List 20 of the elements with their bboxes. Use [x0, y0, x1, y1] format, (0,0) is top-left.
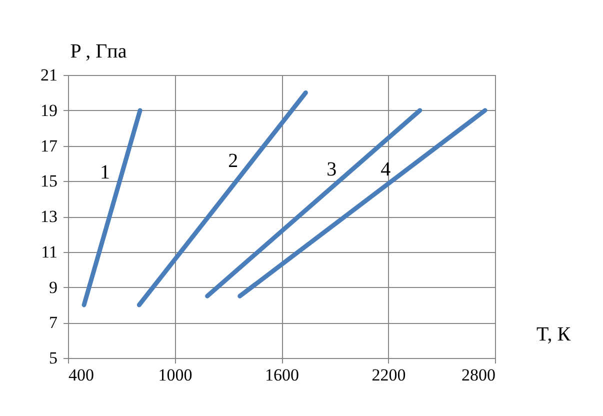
x-tick-label: 400	[68, 366, 94, 384]
x-tick-label: 1000	[158, 366, 192, 384]
series-label: 3	[326, 158, 337, 181]
y-tick-label: 11	[41, 242, 58, 262]
x-tick-label: 2200	[372, 366, 406, 384]
y-tick-label: 19	[40, 100, 58, 120]
x-tick-label: 2800	[462, 366, 496, 384]
series-label: 2	[228, 150, 238, 172]
y-tick-label: 5	[49, 348, 58, 368]
y-tick-label: 15	[40, 172, 58, 191]
y-tick-label: 17	[40, 136, 58, 156]
y-tick-label: 13	[40, 207, 58, 226]
series-label: 4	[380, 158, 391, 181]
x-tick-label: 1600	[265, 366, 299, 384]
x-axis-title: T, К	[536, 324, 572, 346]
y-tick-label: 7	[49, 313, 58, 332]
y-tick-label: 9	[49, 278, 58, 297]
series-label: 1	[100, 162, 110, 184]
y-tick-label: 21	[40, 66, 58, 84]
y-axis-title: P , Гпа	[70, 40, 127, 62]
